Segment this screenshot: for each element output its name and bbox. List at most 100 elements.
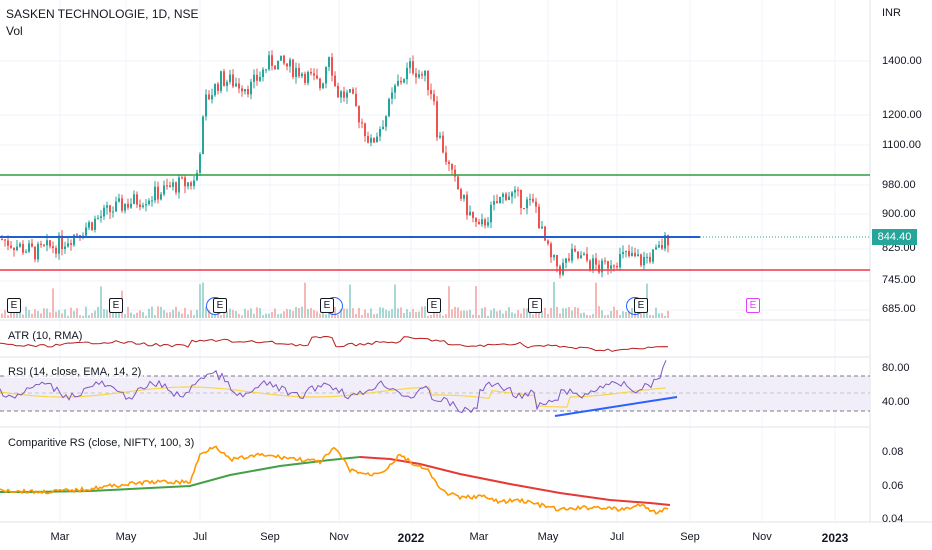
crs-label[interactable]: Comparitive RS (close, NIFTY, 100, 3) xyxy=(6,437,197,449)
candle-body xyxy=(274,65,276,70)
volume-bar xyxy=(10,310,12,318)
candle-body xyxy=(325,66,327,84)
volume-bar xyxy=(436,313,438,318)
volume-bar xyxy=(73,311,75,318)
volume-bar xyxy=(526,308,528,318)
volume-bar xyxy=(367,312,369,318)
candle-body xyxy=(292,59,294,77)
volume-bar xyxy=(340,308,342,318)
volume-bar xyxy=(355,313,357,318)
candle-body xyxy=(295,67,297,77)
candle-body xyxy=(91,222,93,230)
candle-body xyxy=(475,217,477,222)
time-tick-year: 2023 xyxy=(821,531,849,545)
earnings-marker[interactable]: E xyxy=(634,298,648,313)
volume-bar xyxy=(649,314,651,318)
candle-body xyxy=(157,186,159,200)
volume-bar xyxy=(478,314,480,318)
candle-body xyxy=(439,135,441,138)
volume-bar xyxy=(256,307,258,318)
volume-bar xyxy=(586,314,588,318)
candle-body xyxy=(19,243,21,247)
volume-bar xyxy=(169,312,171,318)
volume-bar xyxy=(658,313,660,318)
volume-bar xyxy=(136,312,138,318)
atr-label[interactable]: ATR (10, RMA) xyxy=(6,330,85,342)
crs-ma-line-down xyxy=(359,456,671,506)
candle-body xyxy=(154,186,156,201)
price-tick: 685.00 xyxy=(882,303,916,315)
candle-body xyxy=(160,194,162,200)
candle-body xyxy=(337,86,339,98)
earnings-marker[interactable]: E xyxy=(213,298,227,313)
candle-body xyxy=(328,57,330,67)
volume-bar xyxy=(430,315,432,318)
candle-body xyxy=(460,189,462,199)
volume-bar xyxy=(532,314,534,318)
earnings-marker[interactable]: E xyxy=(7,298,21,313)
volume-bar xyxy=(16,311,18,318)
price-tick: 825.00 xyxy=(882,242,916,254)
volume-bar xyxy=(139,310,141,318)
volume-bar xyxy=(502,313,504,318)
candle-body xyxy=(526,199,528,209)
volume-bar xyxy=(166,312,168,318)
crs-line xyxy=(0,445,669,515)
candle-body xyxy=(544,226,546,241)
volume-bar xyxy=(226,311,228,318)
rsi-trendline[interactable] xyxy=(554,396,678,417)
candle-body xyxy=(370,138,372,143)
volume-bar xyxy=(109,310,111,318)
earnings-marker-future[interactable]: E xyxy=(746,298,760,313)
volume-bar xyxy=(403,313,405,318)
price-tick: 1400.00 xyxy=(882,55,922,67)
rsi-label[interactable]: RSI (14, close, EMA, 14, 2) xyxy=(6,366,144,378)
candle-body xyxy=(430,90,432,95)
candle-body xyxy=(625,250,627,253)
volume-bar xyxy=(106,309,108,318)
volume-bar xyxy=(304,282,306,318)
candle-body xyxy=(388,98,390,117)
candle-body xyxy=(355,93,357,107)
time-tick: May xyxy=(115,531,137,543)
volume-bar xyxy=(433,311,435,318)
volume-bar xyxy=(487,315,489,318)
candle-body xyxy=(463,194,465,199)
candle-body xyxy=(589,260,591,270)
candle-body xyxy=(490,204,492,223)
candle-body xyxy=(214,83,216,96)
candle-body xyxy=(640,254,642,266)
candle-body xyxy=(643,256,645,266)
candle-body xyxy=(451,164,453,170)
candle-body xyxy=(343,91,345,98)
time-tick: Jul xyxy=(192,531,208,543)
candle-body xyxy=(280,55,282,61)
time-tick: Mar xyxy=(469,531,489,543)
volume-bar xyxy=(46,308,48,318)
volume-bar xyxy=(493,308,495,318)
candle-body xyxy=(124,203,126,211)
earnings-marker[interactable]: E xyxy=(109,298,123,313)
earnings-marker[interactable]: E xyxy=(427,298,441,313)
volume-bar xyxy=(124,314,126,318)
candle-body xyxy=(229,74,231,82)
volume-bar xyxy=(346,308,348,318)
candle-body xyxy=(478,221,480,225)
volume-bar xyxy=(4,310,6,318)
volume-bar xyxy=(265,313,267,318)
volume-bar xyxy=(499,310,501,318)
candle-body xyxy=(340,91,342,98)
candle-body xyxy=(298,67,300,77)
earnings-marker[interactable]: E xyxy=(320,298,334,313)
candle-body xyxy=(178,177,180,193)
volume-bar xyxy=(187,314,189,318)
time-tick: Sep xyxy=(260,531,280,543)
candle-body xyxy=(190,182,192,186)
candle-body xyxy=(415,73,417,78)
crs-tick: 0.04 xyxy=(882,513,904,525)
candle-body xyxy=(553,255,555,258)
volume-bar xyxy=(115,312,117,318)
candle-body xyxy=(628,250,630,257)
volume-bar xyxy=(415,311,417,318)
earnings-marker[interactable]: E xyxy=(528,298,542,313)
